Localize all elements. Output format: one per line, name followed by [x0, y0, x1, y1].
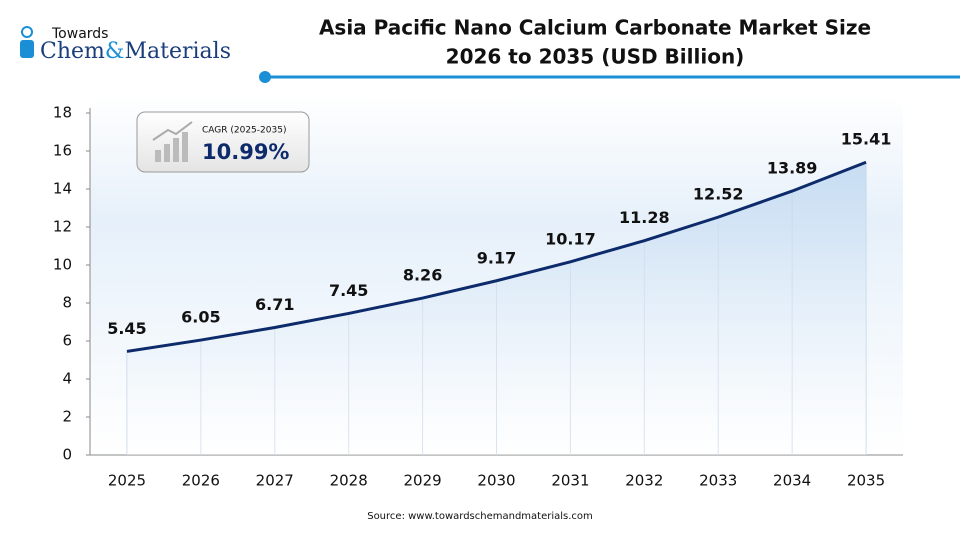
x-tick-label: 2027	[256, 472, 294, 490]
x-tick-label: 2029	[403, 472, 441, 490]
y-tick-label: 12	[53, 218, 72, 236]
y-tick-label: 14	[53, 180, 72, 198]
value-label: 6.71	[255, 295, 294, 314]
logo: Towards Chem&Materials	[20, 26, 231, 64]
logo-top: Towards	[51, 26, 108, 42]
y-tick-label: 10	[53, 256, 72, 274]
y-tick-label: 18	[53, 104, 72, 122]
value-label: 8.26	[403, 266, 442, 285]
y-tick-label: 2	[62, 408, 72, 426]
x-tick-label: 2032	[625, 472, 663, 490]
cagr-value: 10.99%	[202, 140, 289, 164]
value-label: 7.45	[329, 281, 368, 300]
logo-icon	[21, 26, 33, 38]
cagr-icon	[152, 121, 193, 141]
title-rule-dot	[259, 71, 271, 83]
y-tick-label: 0	[62, 446, 72, 464]
logo-amp: &	[105, 39, 125, 64]
value-label: 10.17	[545, 229, 596, 248]
x-tick-label: 2031	[551, 472, 589, 490]
value-label: 5.45	[107, 319, 146, 338]
x-tick-label: 2025	[108, 472, 146, 490]
value-label: 6.05	[181, 308, 220, 327]
chart-title: 2026 to 2035 (USD Billion)	[446, 45, 745, 69]
cagr-label: CAGR (2025-2035)	[202, 126, 286, 136]
y-tick-label: 6	[62, 332, 72, 350]
y-tick-label: 8	[62, 294, 72, 312]
line	[126, 160, 867, 353]
cagr-icon	[182, 132, 188, 162]
logo-word: Chem	[40, 39, 105, 64]
value-label: 13.89	[767, 159, 818, 178]
x-tick-label: 2028	[330, 472, 368, 490]
cagr-icon	[173, 138, 179, 162]
value-label: 15.41	[841, 130, 892, 149]
logo-word: Materials	[124, 39, 231, 64]
cagr-box: CAGR (2025-2035) 10.99%	[136, 111, 310, 173]
x-tick-label: 2030	[477, 472, 515, 490]
y-tick-label: 4	[62, 370, 72, 388]
y-tick-label: 16	[53, 142, 72, 160]
x-tick-label: 2035	[847, 472, 885, 490]
value-label: 9.17	[477, 248, 516, 267]
chart-title: Asia Pacific Nano Calcium Carbonate Mark…	[319, 16, 871, 40]
value-label: 11.28	[619, 208, 670, 227]
x-tick-label: 2034	[773, 472, 811, 490]
source: Source: www.towardschemandmaterials.com	[367, 511, 593, 522]
logo-name: Chem&Materials	[40, 39, 231, 64]
logo-icon	[20, 40, 34, 58]
area	[126, 162, 867, 455]
cagr-icon	[155, 150, 161, 162]
x-tick-label: 2026	[182, 472, 220, 490]
value-label: 12.52	[693, 185, 744, 204]
cagr-frame	[136, 111, 310, 173]
x-tick-label: 2033	[699, 472, 737, 490]
cagr-icon	[164, 144, 170, 162]
